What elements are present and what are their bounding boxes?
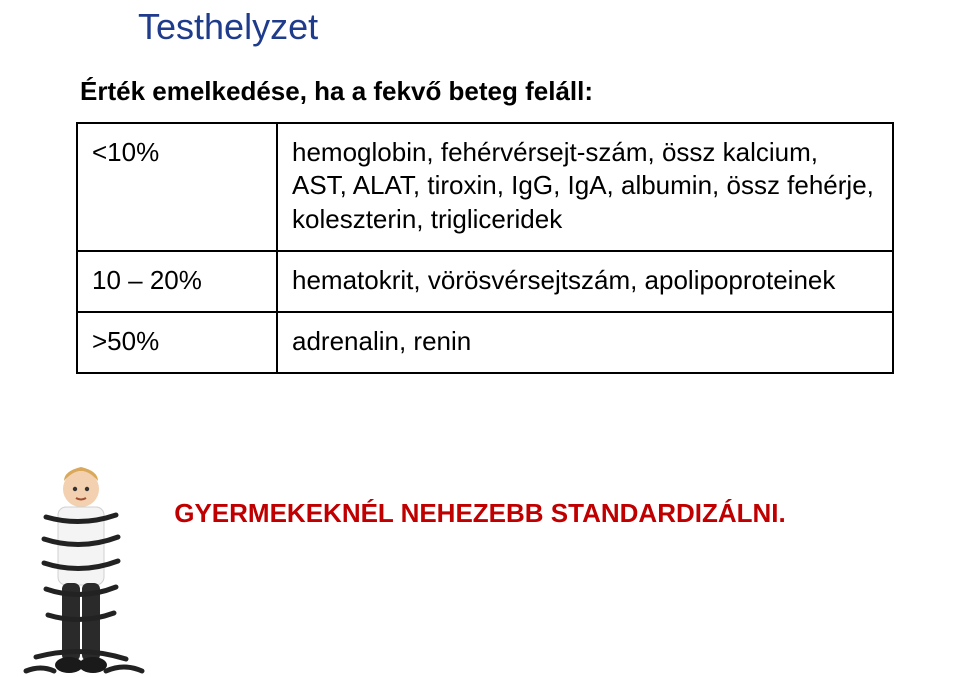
row-key: <10% bbox=[77, 123, 277, 251]
slide-title: Testhelyzet bbox=[138, 6, 318, 48]
tied-person-icon bbox=[6, 457, 156, 677]
slide-subtitle: Érték emelkedése, ha a fekvő beteg felál… bbox=[80, 76, 593, 107]
row-key: >50% bbox=[77, 312, 277, 373]
table-row: 10 – 20% hematokrit, vörösvérsejtszám, a… bbox=[77, 251, 893, 312]
table-row: >50% adrenalin, renin bbox=[77, 312, 893, 373]
row-key: 10 – 20% bbox=[77, 251, 277, 312]
row-value: hematokrit, vörösvérsejtszám, apolipopro… bbox=[277, 251, 893, 312]
row-value: hemoglobin, fehérvérsejt-szám, össz kalc… bbox=[277, 123, 893, 251]
table-row: <10% hemoglobin, fehérvérsejt-szám, össz… bbox=[77, 123, 893, 251]
value-table: <10% hemoglobin, fehérvérsejt-szám, össz… bbox=[76, 122, 894, 374]
row-value: adrenalin, renin bbox=[277, 312, 893, 373]
